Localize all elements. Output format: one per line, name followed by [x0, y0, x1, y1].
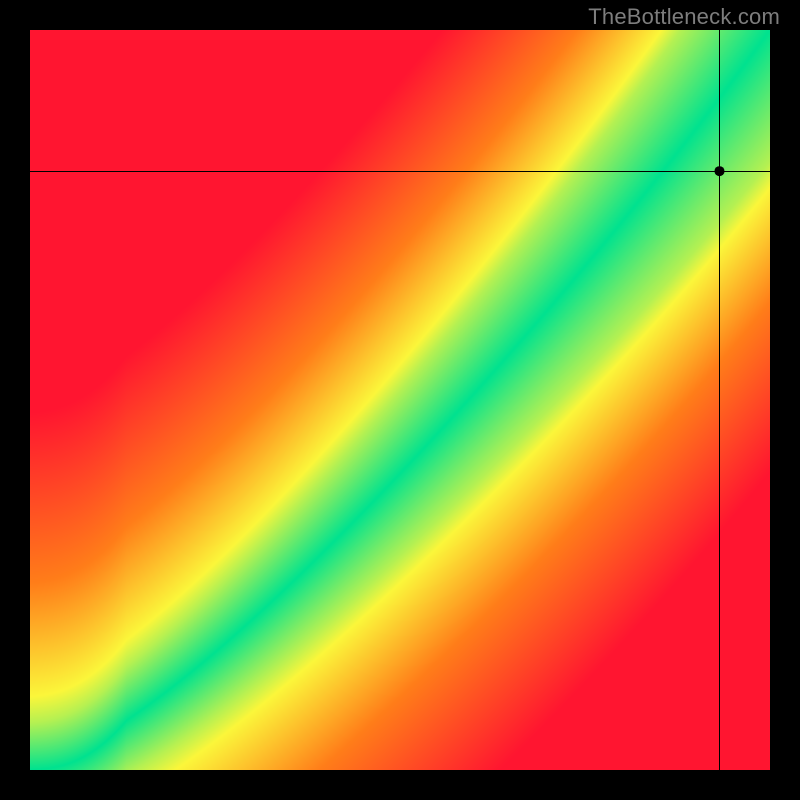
heatmap-canvas	[30, 30, 770, 770]
chart-container: TheBottleneck.com	[0, 0, 800, 800]
watermark-text: TheBottleneck.com	[588, 4, 780, 30]
heatmap-plot	[30, 30, 770, 770]
